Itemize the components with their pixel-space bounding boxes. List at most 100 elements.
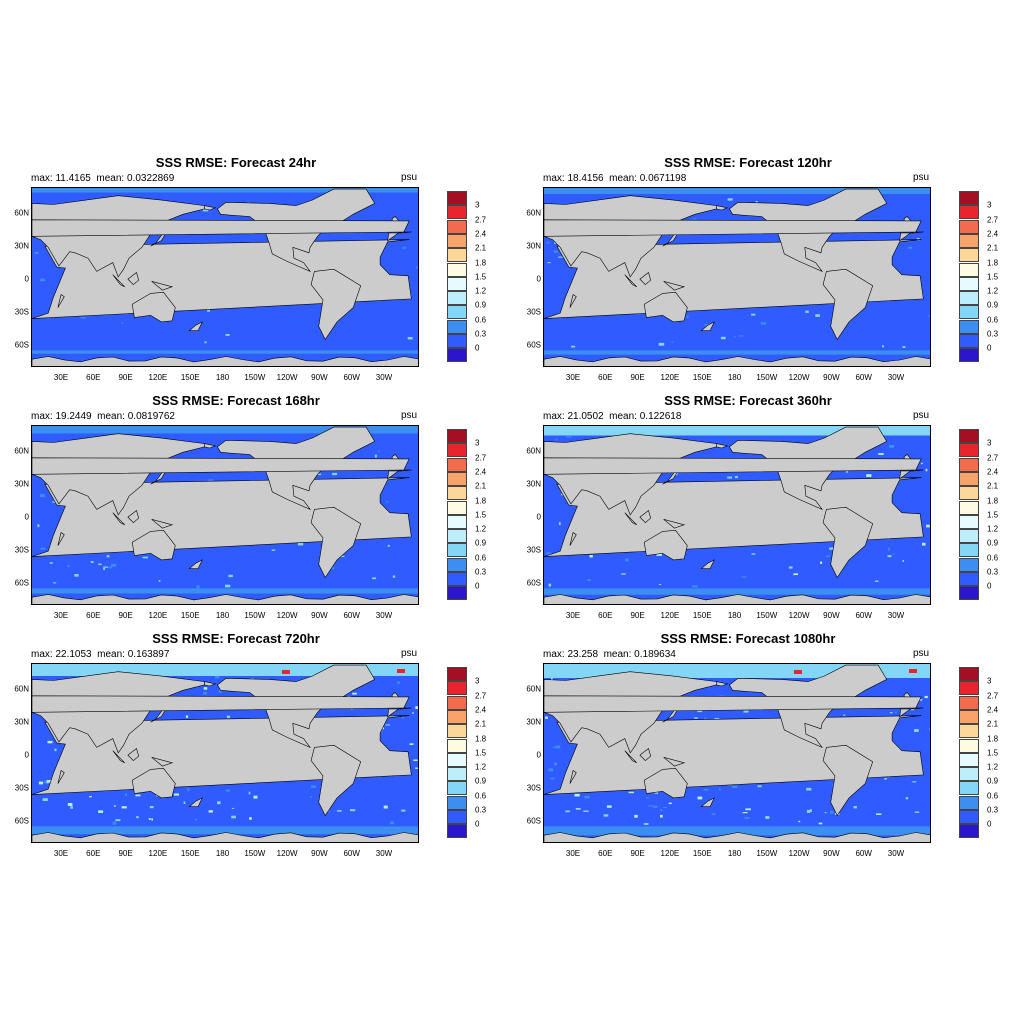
colorbar-label: 3 [987,200,992,210]
error-speckle [253,795,258,799]
colorbar-swatch [447,767,467,782]
colorbar-label: 0.3 [987,805,999,815]
error-speckle [550,777,555,780]
units-label: psu [913,648,930,659]
colorbar-swatch [959,514,979,529]
error-speckle [818,822,823,825]
error-speckle [892,553,895,555]
colorbar-swatch [959,486,979,501]
error-speckle [217,801,221,805]
error-speckle [204,341,207,344]
lon-tick-label: 150E [692,373,712,382]
error-speckle [183,801,186,804]
error-speckle [111,563,117,567]
lon-tick-label: 150E [180,373,200,382]
colorbar-label: 2.1 [475,243,487,253]
error-speckle [887,555,892,558]
colorbar-label: 0.6 [987,791,999,801]
land-mass [700,321,715,331]
error-speckle [694,717,698,719]
colorbar-label: 0.6 [475,315,487,325]
colorbar-label: 2.7 [987,691,999,701]
error-speckle [203,691,207,695]
error-speckle [692,585,698,588]
colorbar-label: 2.1 [475,719,487,729]
error-speckle [589,555,593,558]
land-mass [569,532,577,546]
land-mass [663,281,686,291]
error-speckle [552,746,556,748]
error-speckle [793,573,798,576]
error-speckle [919,699,923,701]
lon-tick-label: 120W [276,849,298,858]
land-mass [131,291,176,323]
error-speckle [853,806,857,809]
lon-tick-label: 30E [565,611,581,620]
land-mass [639,747,652,762]
error-speckle [34,252,39,254]
error-speckle [332,472,338,476]
error-speckle [225,334,230,336]
lon-axis: 30E 60E 90E 120E 150E 180 150W 120W 90W 60W 30W [31,849,419,861]
land-mass [639,271,652,286]
error-speckle [249,817,252,820]
colorbar-swatch [447,824,467,839]
colorbar-label: 0.9 [987,300,999,310]
error-speckle [888,547,890,551]
panel-title: SSS RMSE: Forecast 120hr [664,155,832,170]
error-speckle [711,813,716,815]
error-speckle [926,524,930,528]
error-speckle [187,788,190,791]
lat-tick-label: 30N [14,717,29,727]
error-speckle [704,717,707,720]
error-speckle [905,797,909,800]
error-speckle [271,549,276,551]
error-speckle [878,453,884,455]
land-mass [700,559,715,569]
error-speckle [44,780,47,784]
land-mass [57,532,65,546]
error-speckle [151,818,153,821]
lat-axis: 60N 30N 0 30S 60S [1,663,29,843]
error-speckle [922,542,926,546]
colorbar-swatch [447,291,467,306]
error-speckle [621,573,626,575]
lon-tick-label: 120W [276,373,298,382]
error-speckle [228,574,233,578]
colorbar-swatch [959,319,979,334]
error-speckle [575,808,581,810]
colorbar-swatch [959,334,979,348]
colorbar-swatch [959,500,979,515]
panel-title: SSS RMSE: Forecast 720hr [152,631,320,646]
land-mass [310,744,362,817]
land-mass [663,757,686,767]
colorbar-label: 0.9 [987,538,999,548]
colorbar: 3 2.7 2.4 2.1 1.8 1.5 1.2 0.9 0.6 0.3 0 [959,429,998,601]
error-speckle [316,473,322,475]
error-speckle [760,322,767,325]
panel-stats: max: 22.1053 mean: 0.163897 [31,649,170,660]
error-speckle [208,479,214,482]
colorbar-swatch [447,486,467,501]
colorbar-swatch [447,738,467,753]
lon-tick-label: 60E [598,373,613,382]
land-mass [716,443,729,449]
units-label: psu [401,172,418,183]
error-speckle [744,817,750,819]
error-speckle [656,553,662,556]
panel-stats: max: 21.0502 mean: 0.122618 [543,411,682,422]
colorbar-label: 2.4 [475,705,487,715]
error-speckle [136,816,139,819]
map-frame [543,663,931,843]
colorbar-swatch [959,291,979,306]
error-speckle [121,322,124,324]
colorbar-label: 0.9 [475,300,487,310]
error-speckle [751,313,756,316]
error-speckle [121,806,127,809]
error-speckle [660,809,663,811]
units-label: psu [401,648,418,659]
colorbar-label: 1.2 [987,524,999,534]
land-mass [716,205,729,211]
error-speckle [733,336,736,338]
error-speckle [558,522,561,526]
